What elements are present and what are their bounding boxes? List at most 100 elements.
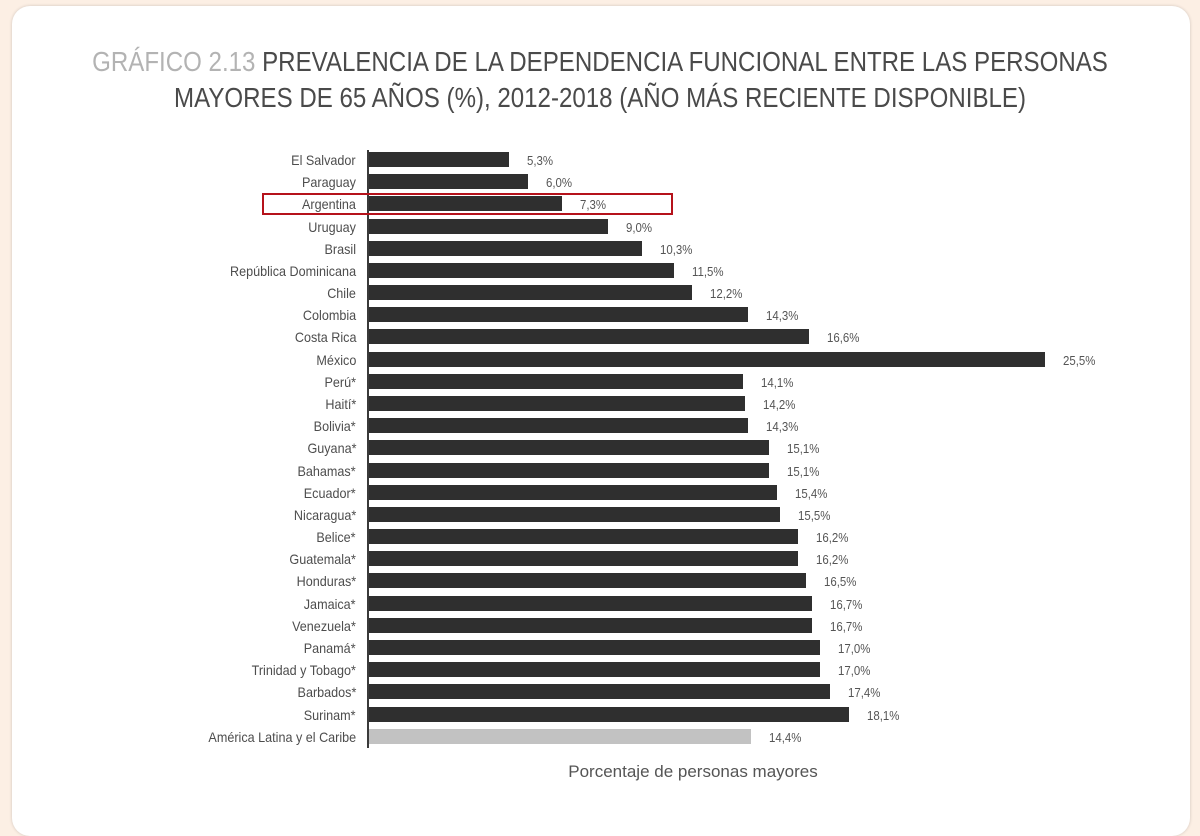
bar-row: Haití* 14,2% (0, 393, 1200, 415)
value-label: 25,5% (1062, 352, 1096, 368)
data-bar (369, 506, 780, 522)
category-label: Brasil (324, 240, 356, 257)
category-label: Guatemala* (289, 551, 356, 568)
bar-row: Paraguay 6,0% (0, 171, 1200, 193)
data-bar (369, 639, 820, 655)
bar-row: Jamaica* 16,7% (0, 593, 1200, 615)
value-label: 18,1% (866, 707, 900, 723)
value-label: 15,4% (795, 485, 828, 501)
data-bar (369, 440, 770, 456)
bar-row: Panamá* 17,0% (0, 637, 1200, 659)
category-label: Perú* (324, 373, 356, 390)
value-label: 16,2% (816, 530, 849, 546)
data-bar (369, 218, 608, 234)
value-label: 16,5% (824, 574, 857, 590)
bar-row: Colombia 14,3% (0, 304, 1200, 326)
category-label: Uruguay (308, 218, 356, 235)
data-bar (369, 617, 812, 633)
data-bar (369, 307, 748, 323)
category-label: Bolivia* (313, 418, 356, 435)
category-label: Belice* (316, 529, 356, 546)
bar-row: América Latina y el Caribe 14,4% (0, 726, 1200, 748)
title-line-1: GRÁFICO 2.13 PREVALENCIA DE LA DEPENDENC… (84, 44, 1116, 80)
title-text-1: PREVALENCIA DE LA DEPENDENCIA FUNCIONAL … (262, 46, 1108, 77)
bar-row: Bolivia* 14,3% (0, 415, 1200, 437)
value-label: 14,1% (760, 374, 794, 390)
data-bar (369, 373, 743, 389)
value-label: 14,3% (765, 419, 799, 435)
data-bar (369, 684, 831, 700)
bar-row: Uruguay 9,0% (0, 216, 1200, 238)
data-bar (369, 662, 820, 678)
category-label: Surinam* (304, 706, 356, 723)
bar-row: Barbados* 17,4% (0, 681, 1200, 703)
category-label: Argentina (302, 196, 356, 213)
data-bar (369, 395, 746, 411)
value-label: 7,3% (580, 197, 607, 213)
bar-row: Honduras* 16,5% (0, 570, 1200, 592)
category-label: Nicaragua* (293, 506, 356, 523)
value-label: 16,2% (816, 552, 849, 568)
bar-row: Perú* 14,1% (0, 371, 1200, 393)
x-axis-label: Porcentaje de personas mayores (568, 762, 818, 781)
value-label: 16,7% (829, 618, 862, 634)
data-bar (369, 262, 674, 278)
data-bar (369, 152, 510, 167)
data-bar (369, 573, 807, 589)
value-label: 11,5% (691, 263, 724, 279)
bar-row: Guyana* 15,1% (0, 437, 1200, 459)
category-label: México (316, 351, 356, 368)
bar-row: Surinam* 18,1% (0, 704, 1200, 726)
bar-row: Trinidad y Tobago* 17,0% (0, 659, 1200, 681)
category-label: Paraguay (302, 174, 356, 191)
category-label: Ecuador* (304, 484, 356, 501)
value-label: 15,5% (797, 507, 831, 523)
bar-row: Brasil 10,3% (0, 238, 1200, 260)
value-label: 6,0% (546, 175, 573, 191)
title-line-2: MAYORES DE 65 AÑOS (%), 2012-2018 (AÑO M… (174, 82, 1026, 113)
bar-row: El Salvador 5,3% (0, 149, 1200, 171)
value-label: 5,3% (527, 153, 554, 168)
category-label: Honduras* (296, 573, 356, 590)
value-label: 15,1% (787, 463, 820, 479)
category-label: Guyana* (306, 440, 356, 457)
value-label: 14,2% (763, 396, 796, 412)
data-bar (369, 484, 778, 500)
category-label: República Dominicana (229, 262, 356, 279)
category-label: Panamá* (304, 639, 356, 656)
value-label: 17,0% (837, 663, 870, 679)
data-bar (369, 706, 849, 722)
value-label: 16,7% (829, 596, 862, 612)
bar-row: Bahamas* 15,1% (0, 460, 1200, 482)
category-label: Trinidad y Tobago* (251, 662, 356, 679)
bar-row: República Dominicana 11,5% (0, 260, 1200, 282)
category-label: América Latina y el Caribe (208, 728, 356, 745)
chart-title: GRÁFICO 2.13 PREVALENCIA DE LA DEPENDENC… (84, 44, 1116, 116)
bar-row: Venezuela* 16,7% (0, 615, 1200, 637)
bar-row: Belice* 16,2% (0, 526, 1200, 548)
value-label: 17,0% (837, 640, 870, 656)
data-bar (369, 240, 642, 256)
data-bar (369, 529, 799, 545)
bar-row: Ecuador* 15,4% (0, 482, 1200, 504)
argentina-highlight-box (262, 193, 673, 215)
category-label: Barbados* (297, 684, 356, 701)
data-bar (369, 462, 770, 478)
bar-row: Costa Rica 16,6% (0, 326, 1200, 348)
value-label: 12,2% (710, 286, 743, 302)
data-bar (369, 351, 1045, 367)
bar-row: Argentina 7,3% (0, 193, 1200, 215)
value-label: 9,0% (625, 219, 652, 235)
bar-row: Nicaragua* 15,5% (0, 504, 1200, 526)
value-label: 14,3% (765, 308, 799, 324)
category-label: Chile (327, 285, 356, 302)
y-axis-line (367, 150, 369, 748)
value-label: 10,3% (659, 241, 693, 257)
value-label: 16,6% (826, 330, 860, 346)
value-label: 14,4% (768, 729, 802, 745)
category-label: Bahamas* (297, 462, 356, 479)
data-bar (369, 196, 563, 212)
value-label: 15,1% (787, 441, 820, 457)
data-bar (369, 595, 812, 611)
